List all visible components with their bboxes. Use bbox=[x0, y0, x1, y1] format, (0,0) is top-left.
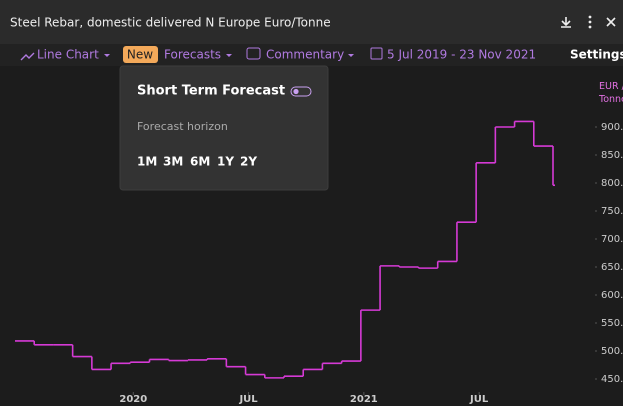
caret bbox=[226, 54, 232, 57]
badge-text: New bbox=[127, 48, 153, 62]
toggle[interactable] bbox=[290, 86, 312, 97]
download-icon[interactable] bbox=[561, 17, 571, 28]
popup-title: Short Term Forecast bbox=[137, 84, 285, 99]
caret bbox=[104, 54, 110, 57]
plot: 450.00 500.00 550.00 600.00 650.00 700.00 750.… bbox=[15, 120, 623, 405]
y-tick-label: 800.00 bbox=[601, 178, 623, 189]
popup-panel bbox=[119, 65, 329, 191]
x-tick-label: JUL bbox=[238, 394, 258, 405]
x-tick-label: 2020 bbox=[119, 394, 147, 405]
horizon-option[interactable]: 2Y bbox=[240, 155, 257, 169]
horizon-option[interactable]: 6M bbox=[190, 155, 210, 169]
horizon-option[interactable]: 3M bbox=[163, 155, 183, 169]
y-tick-label: 500.00 bbox=[601, 346, 623, 357]
y-tick-label: 450.00 bbox=[601, 374, 623, 385]
y-tick-label: 900.00 bbox=[601, 122, 623, 133]
y-tick-label: 650.00 bbox=[601, 262, 623, 273]
horizon-option[interactable]: 1Y bbox=[217, 155, 234, 169]
y-tick-label: 850.00 bbox=[601, 150, 623, 161]
caret bbox=[348, 54, 354, 57]
y-tick-label: 600.00 bbox=[601, 290, 623, 301]
y-tick-label: 750.00 bbox=[601, 206, 623, 217]
date-range[interactable]: 5 Jul 2019 - 23 Nov 2021 bbox=[387, 48, 536, 62]
more-icon[interactable] bbox=[588, 15, 592, 29]
commentary-menu[interactable]: Commentary bbox=[266, 48, 344, 62]
chart-type-menu[interactable]: Line Chart bbox=[37, 48, 99, 62]
x-tick-label: JUL bbox=[469, 394, 489, 405]
y-tick-label: 700.00 bbox=[601, 234, 623, 245]
x-tick-label: 2021 bbox=[350, 394, 378, 405]
toggle-knob bbox=[293, 88, 299, 95]
window-title: Steel Rebar, domestic delivered N Europe… bbox=[10, 16, 331, 30]
close-icon[interactable] bbox=[606, 17, 616, 27]
popup: Short Term Forecast Forecast horizon 1M 3… bbox=[119, 65, 329, 191]
y-tick-label: 550.00 bbox=[601, 318, 623, 329]
y-label: EUR /Tonne bbox=[598, 81, 623, 105]
popup-subtitle: Forecast horizon bbox=[137, 120, 228, 133]
horizon-option[interactable]: 1M bbox=[137, 155, 157, 169]
forecasts-menu[interactable]: Forecasts bbox=[164, 48, 221, 62]
settings[interactable]: Settings bbox=[570, 48, 623, 62]
line-icon bbox=[20, 52, 35, 61]
header-bar bbox=[0, 0, 623, 44]
comment-icon bbox=[246, 47, 261, 60]
new-badge bbox=[123, 46, 158, 63]
calendar-icon bbox=[370, 47, 383, 60]
